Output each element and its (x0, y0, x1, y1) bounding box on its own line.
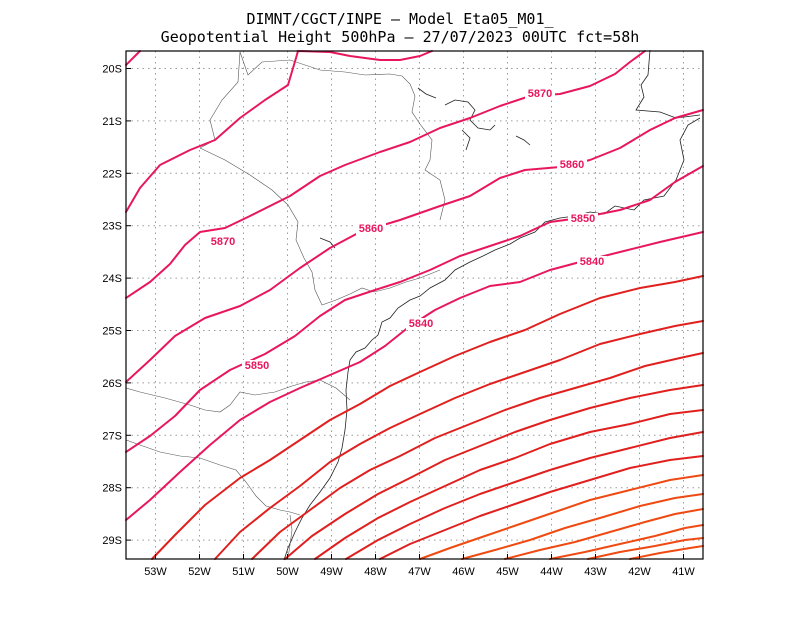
height-contour (419, 474, 704, 560)
lon-tick-label: 52W (188, 566, 211, 578)
lat-tick-label: 27S (102, 430, 122, 442)
height-contour (504, 508, 704, 560)
lon-tick-label: 41W (672, 566, 695, 578)
height-contour (284, 384, 704, 560)
height-contour (125, 109, 704, 383)
contour-label: 5860 (359, 223, 383, 235)
height-contour (125, 50, 433, 213)
graticule (126, 51, 703, 559)
height-contour (251, 352, 704, 560)
height-contour (125, 165, 704, 453)
height-contour (125, 50, 141, 66)
height-contour (125, 231, 704, 521)
lat-tick-label: 23S (102, 221, 122, 233)
lat-tick-label: 29S (102, 535, 122, 547)
contour-label-bg (406, 318, 436, 330)
lon-tick-label: 49W (320, 566, 343, 578)
lat-tick-label: 26S (102, 378, 122, 390)
contour-label-bg (356, 223, 386, 235)
lat-tick-label: 22S (102, 168, 122, 180)
lat-tick-label: 25S (102, 326, 122, 338)
contour-label-bg (242, 360, 272, 372)
height-contour (461, 493, 704, 560)
contour-label: 5870 (211, 236, 235, 248)
contour-label-bg (557, 159, 587, 171)
contour-label: 5850 (245, 360, 269, 372)
height-contour (549, 524, 704, 560)
lon-tick-label: 48W (364, 566, 387, 578)
height-contour (125, 50, 646, 299)
height-contour (314, 409, 704, 560)
lon-tick-label: 44W (540, 566, 563, 578)
lon-tick-label: 42W (628, 566, 651, 578)
height-contour (587, 537, 704, 560)
height-contour (629, 545, 704, 560)
contour-label-bg (577, 256, 607, 268)
contour-label: 5850 (571, 213, 595, 225)
lon-tick-label: 47W (408, 566, 431, 578)
title-line-1: DIMNT/CGCT/INPE – Model Eta05_M01_ (246, 10, 554, 28)
contour-label: 5870 (528, 88, 552, 100)
lon-tick-label: 45W (496, 566, 519, 578)
lat-tick-label: 28S (102, 483, 122, 495)
lat-tick-label: 24S (102, 273, 122, 285)
contour-label: 5860 (560, 159, 584, 171)
lon-tick-label: 53W (144, 566, 167, 578)
height-contour (214, 320, 704, 560)
height-contour (345, 431, 704, 560)
contour-label: 5840 (409, 318, 433, 330)
lat-tick-label: 20S (102, 64, 122, 76)
state-borders (125, 51, 446, 559)
contour-label-bg (208, 236, 238, 248)
lon-tick-label: 46W (452, 566, 475, 578)
lat-tick-label: 21S (102, 116, 122, 128)
contour-label: 5840 (580, 256, 604, 268)
lon-tick-label: 51W (232, 566, 255, 578)
lon-tick-label: 50W (276, 566, 299, 578)
contour-lines (125, 50, 704, 560)
axis-tick-labels: 53W 52W 51W 50W 49W 48W 47W 46W 45W 44W 43W 42W 41W 2… (102, 64, 695, 579)
contour-label-bg (525, 88, 555, 100)
lon-tick-label: 43W (584, 566, 607, 578)
contour-label-bg (568, 213, 598, 225)
height-contour (379, 455, 704, 560)
height-contour (151, 275, 704, 560)
map-frame (125, 50, 704, 560)
contour-labels: 5870 5870 5860 5860 5850 5850 5840 5840 (208, 88, 607, 372)
title-line-2: Geopotential Height 500hPa – 27/07/2023 … (161, 28, 640, 46)
